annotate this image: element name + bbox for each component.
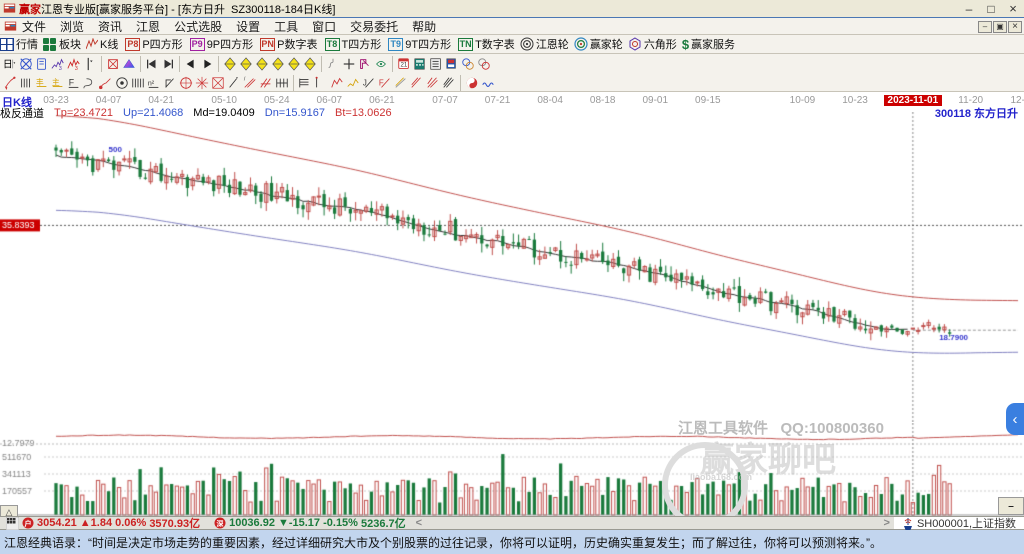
svg-text:丰: 丰 — [35, 76, 43, 86]
svg-text:3: 3 — [74, 66, 77, 71]
svg-text:": " — [235, 76, 237, 83]
svg-text:3: 3 — [58, 66, 61, 71]
svg-text:21: 21 — [400, 61, 407, 68]
svg-text:n²: n² — [147, 80, 154, 87]
svg-text:日: 日 — [3, 59, 13, 70]
svg-text:/: / — [243, 76, 245, 82]
svg-text:主: 主 — [51, 76, 59, 86]
svg-text:F: F — [68, 77, 73, 87]
svg-text:深: 深 — [217, 519, 224, 528]
svg-text:户: 户 — [25, 519, 32, 528]
svg-text:F: F — [378, 78, 383, 87]
